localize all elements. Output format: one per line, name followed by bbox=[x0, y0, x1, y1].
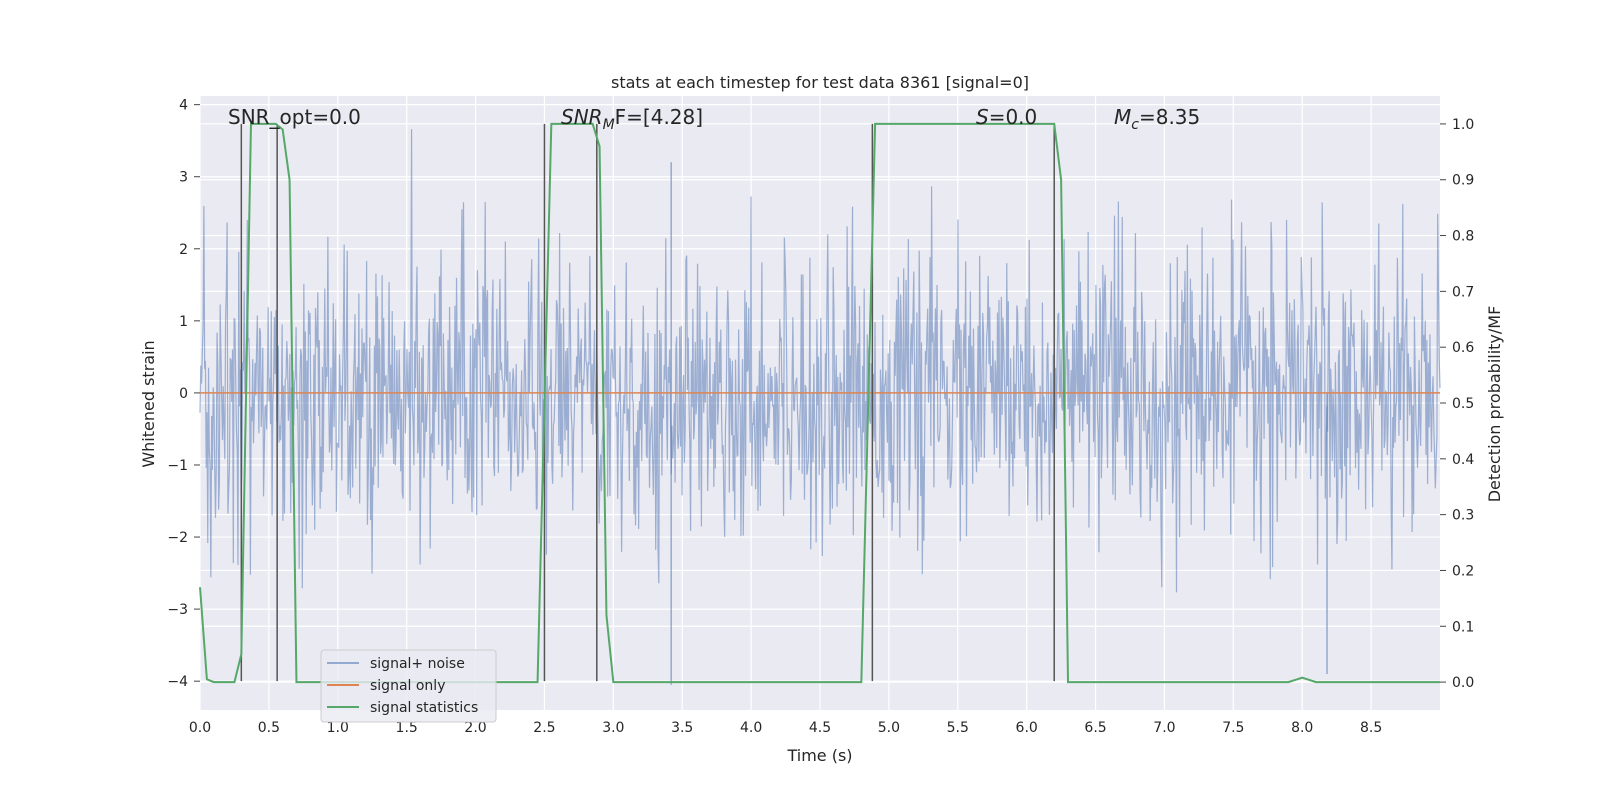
annotation-snr-mf: SNRMF=[4.28] bbox=[561, 105, 703, 133]
y-left-tick-label: −4 bbox=[167, 674, 188, 690]
x-tick-label: 5.5 bbox=[947, 720, 969, 736]
x-tick-label: 2.0 bbox=[464, 720, 486, 736]
x-tick-label: 7.0 bbox=[1153, 720, 1175, 736]
y-left-tick-label: 3 bbox=[179, 170, 188, 186]
x-tick-label: 1.0 bbox=[327, 720, 349, 736]
y-left-tick-label: 1 bbox=[179, 314, 188, 330]
legend-box bbox=[320, 649, 497, 723]
y-right-tick-label: 1.0 bbox=[1452, 117, 1474, 133]
signal-statistics-line bbox=[199, 122, 1440, 684]
noise-line bbox=[199, 129, 1441, 593]
y-axis-label-left: Whitened strain bbox=[139, 340, 158, 467]
x-tick-label: 8.0 bbox=[1291, 720, 1313, 736]
annotation-mc: Mc=8.35 bbox=[1114, 105, 1200, 133]
annotation-snr-opt: SNR_opt=0.0 bbox=[228, 105, 361, 129]
x-tick-label: 6.0 bbox=[1016, 720, 1038, 736]
y-left-tick-label: −1 bbox=[167, 458, 188, 474]
legend-label-signal-noise: signal+ noise bbox=[370, 656, 465, 672]
x-axis-label: Time (s) bbox=[786, 746, 852, 765]
x-tick-label: 6.5 bbox=[1084, 720, 1106, 736]
x-tick-label: 0.0 bbox=[189, 720, 211, 736]
annotation-s: S=0.0 bbox=[976, 105, 1037, 129]
x-tick-label: 1.5 bbox=[396, 720, 418, 736]
y-right-tick-label: 0.7 bbox=[1452, 284, 1474, 300]
legend-label-signal-statistics: signal statistics bbox=[370, 700, 478, 716]
signal-statistics-series bbox=[199, 122, 1440, 684]
x-tick-label: 3.5 bbox=[671, 720, 693, 736]
x-tick-label: 8.5 bbox=[1360, 720, 1382, 736]
y-right-tick-label: 0.1 bbox=[1452, 619, 1474, 635]
y-left-tick-label: 4 bbox=[179, 98, 188, 114]
y-right-tick-label: 0.9 bbox=[1452, 173, 1474, 189]
tick-labels: 0.0 0.5 1.0 1.5 2.0 2.5 3.0 3.5 4.0 4.5 5.0 5.5 6.0 6… bbox=[167, 98, 1474, 736]
x-tick-label: 2.5 bbox=[533, 720, 555, 736]
vertical-markers bbox=[240, 123, 1055, 682]
x-tick-label: 7.5 bbox=[1222, 720, 1244, 736]
y-right-tick-label: 0.6 bbox=[1452, 340, 1474, 356]
y-left-tick-label: −2 bbox=[167, 530, 188, 546]
y-right-tick-label: 0.4 bbox=[1452, 452, 1474, 468]
y-left-tick-label: 2 bbox=[179, 242, 188, 258]
noise-series bbox=[199, 129, 1441, 685]
x-tick-label: 3.0 bbox=[602, 720, 624, 736]
y-right-tick-label: 0.8 bbox=[1452, 229, 1474, 245]
y-right-tick-label: 0.3 bbox=[1452, 508, 1474, 524]
y-right-tick-label: 0.2 bbox=[1452, 563, 1474, 579]
y-right-tick-label: 0.5 bbox=[1452, 396, 1474, 412]
y-left-tick-label: 0 bbox=[179, 386, 188, 402]
x-tick-label: 4.5 bbox=[809, 720, 831, 736]
legend: signal+ noise signal only signal statist… bbox=[320, 649, 497, 723]
x-tick-label: 0.5 bbox=[258, 720, 280, 736]
y-right-tick-label: 0.0 bbox=[1452, 675, 1474, 691]
chart-title: stats at each timestep for test data 836… bbox=[611, 73, 1029, 92]
legend-label-signal-only: signal only bbox=[370, 678, 445, 694]
y-left-tick-label: −3 bbox=[167, 602, 188, 618]
x-tick-label: 5.0 bbox=[878, 720, 900, 736]
y-axis-label-right: Detection probability/MF bbox=[1485, 306, 1504, 503]
x-tick-label: 4.0 bbox=[740, 720, 762, 736]
